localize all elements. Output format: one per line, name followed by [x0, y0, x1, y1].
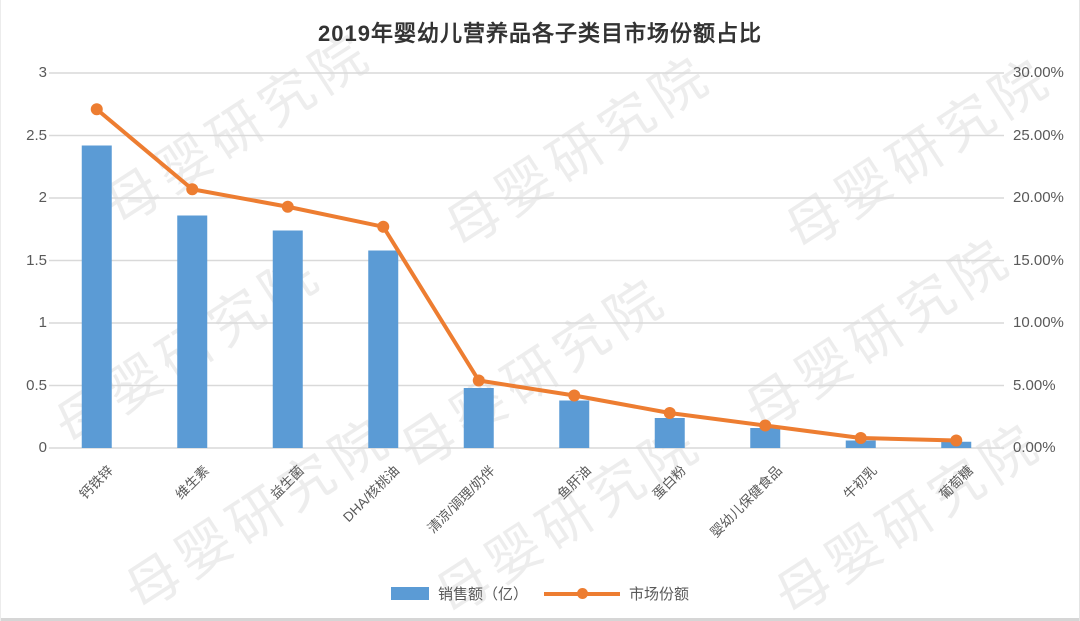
legend: 销售额（亿） 市场份额 [1, 583, 1079, 604]
sales-bar [559, 400, 590, 448]
share-line-swatch-icon [544, 587, 620, 600]
y-axis-left-tick-label: 1.5 [26, 251, 47, 269]
y-axis-left-tick-label: 1 [38, 314, 47, 331]
y-axis-left-tick-label: 0 [38, 439, 47, 456]
sales-bar [368, 250, 399, 448]
chart-title: 2019年婴幼儿营养品各子类目市场份额占比 [318, 21, 762, 46]
sales-bar [845, 440, 876, 448]
sales-bar [81, 145, 112, 448]
share-point [281, 200, 294, 213]
share-point [377, 220, 390, 233]
y-axis-left-tick-label: 2 [38, 189, 47, 206]
y-axis-right-tick-label: 20.00% [1013, 189, 1064, 206]
legend-sales-label: 销售额（亿） [437, 586, 528, 603]
y-axis-right-tick-label: 25.00% [1013, 126, 1064, 144]
bottom-edge-divider [1, 618, 1079, 621]
share-point [854, 432, 867, 444]
share-point [472, 374, 485, 387]
y-axis-right-tick-label: 0.00% [1013, 439, 1056, 456]
share-line [94, 107, 959, 443]
share-point [186, 183, 199, 196]
legend-item-share: 市场份额 [544, 583, 689, 604]
sales-bar [654, 418, 685, 448]
share-point [663, 407, 676, 419]
y-axis-right-tick-label: 30.00% [1013, 64, 1064, 81]
sales-bar-swatch-icon [390, 587, 429, 600]
y-axis-left-tick-label: 0.5 [26, 376, 47, 394]
sales-bar [750, 428, 781, 448]
share-point [568, 389, 581, 402]
share-point [90, 103, 103, 116]
legend-item-sales: 销售额（亿） [390, 583, 528, 604]
sales-bar [177, 215, 208, 448]
share-point [759, 419, 772, 432]
sales-bar [272, 230, 303, 448]
sales-bar [463, 388, 494, 448]
y-axis-right-tick-label: 5.00% [1013, 376, 1056, 394]
y-axis-left-tick-label: 2.5 [26, 126, 47, 144]
y-axis-right-tick-label: 10.00% [1013, 314, 1064, 331]
y-axis-right-tick-label: 15.00% [1013, 251, 1064, 269]
y-axis-left-tick-label: 3 [38, 64, 47, 81]
legend-share-label: 市场份额 [629, 586, 690, 603]
share-point [950, 434, 963, 447]
